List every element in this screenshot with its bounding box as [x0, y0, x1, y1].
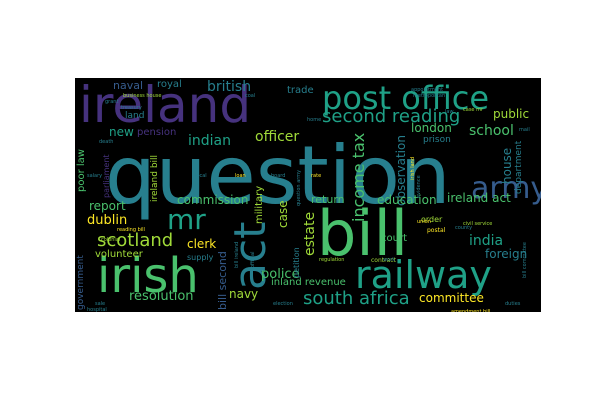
word-land: land [125, 111, 145, 121]
word-sale: sale [95, 301, 106, 307]
word-report: report [89, 199, 126, 213]
word-irish-land: irish land [410, 157, 416, 180]
word-prison: prison [423, 135, 451, 145]
word-law: law [445, 109, 454, 115]
word-metropolitan: metropolitan [413, 93, 446, 99]
word-royal: royal [157, 79, 182, 90]
word-indian: indian [188, 133, 231, 149]
word-mail: mail [519, 127, 530, 133]
word-colonial: colonial [101, 237, 121, 243]
word-parliament: parliament [102, 154, 111, 198]
word-poor-law: poor law [76, 149, 87, 192]
word-government: government [76, 255, 86, 310]
word-order: order [421, 215, 443, 224]
word-officer: officer [255, 129, 300, 145]
word-bill-committee: bill committee [522, 242, 528, 278]
word-estate: estate [302, 211, 318, 256]
word-clerk: clerk [187, 237, 217, 251]
word-india: india [469, 233, 504, 249]
word-home: home [307, 117, 322, 123]
word-british: british [207, 79, 252, 95]
word-loan: loan [235, 173, 246, 179]
word-bill-second: bill second [216, 251, 229, 310]
word-postal: postal [427, 227, 446, 234]
word-army: army [471, 171, 541, 206]
word-court: court [381, 233, 407, 244]
word-london: london [411, 121, 452, 135]
word-commission: commission [177, 193, 249, 207]
word-contract: contract [371, 257, 396, 264]
word-treasury: treasury [121, 105, 142, 111]
word-case: case [276, 200, 290, 228]
word-county: county [455, 225, 473, 231]
word-police: police [261, 267, 300, 282]
word-petition: petition [292, 247, 301, 278]
word-navy: navy [229, 287, 259, 301]
word-return: return [311, 193, 345, 206]
word-ireland-bill: ireland bill [150, 154, 160, 202]
word-pension: pension [137, 127, 177, 138]
word-bill: bill [317, 197, 409, 270]
word-dublin: dublin [87, 213, 128, 228]
word-question-army: question army [296, 169, 302, 206]
word-official: official [250, 251, 256, 268]
word-death: death [99, 139, 114, 145]
word-committee: committee [419, 291, 484, 305]
word-new: new [109, 125, 134, 139]
word-irish: irish [97, 248, 199, 304]
word-board: board [271, 173, 286, 179]
word-duties: duties [505, 301, 521, 307]
word-rate: rate [311, 173, 322, 179]
word-income-tax: income tax [349, 132, 368, 222]
word-union: union [417, 219, 431, 225]
word-resolution: resolution [129, 289, 194, 304]
word-military: military [254, 185, 265, 224]
word-naval: naval [113, 79, 144, 92]
word-house: house [500, 147, 514, 184]
word-business-house: business house [123, 93, 162, 99]
word-ireland-act: ireland act [447, 191, 511, 205]
word-case-mr: case mr [463, 107, 484, 113]
word-supply: supply [187, 253, 214, 262]
word-salary: salary [87, 173, 103, 179]
word-department: department [514, 140, 524, 194]
word-civil-service: civil service [463, 221, 493, 227]
word-school: school [469, 123, 514, 139]
word-hospital: hospital [87, 307, 107, 313]
word-work: work [383, 257, 396, 263]
word-evidence: evidence [416, 175, 422, 198]
word-public: public [493, 107, 530, 121]
word-reading-bill: reading bill [117, 227, 145, 233]
word-inland-revenue: inland revenue [271, 277, 346, 288]
word-ireland: ireland [79, 78, 252, 134]
word-education: education [377, 193, 437, 207]
word-election: election [273, 301, 293, 307]
word-trade: trade [287, 85, 314, 96]
word-cloud: ireland question post office bill irish … [75, 78, 541, 312]
word-south-africa: south africa [303, 288, 410, 309]
word-volunteer: volunteer [95, 249, 143, 260]
word-mr: mr [167, 203, 206, 236]
word-coal: coal [245, 93, 256, 99]
word-local: local [195, 173, 207, 179]
word-grant: grant [105, 99, 119, 105]
word-question: question [105, 129, 451, 222]
word-railway: railway [355, 253, 492, 297]
word-amendment-bill: amendment bill [451, 309, 491, 313]
word-post-office: post office [322, 79, 490, 117]
word-foreign: foreign [485, 247, 528, 261]
word-second-reading: second reading [322, 106, 461, 127]
word-appointment: appointment [411, 87, 444, 93]
word-bill-ireland: bill ireland [234, 241, 240, 268]
word-regulation: regulation [319, 257, 345, 263]
word-scotland: scotland [97, 230, 174, 251]
